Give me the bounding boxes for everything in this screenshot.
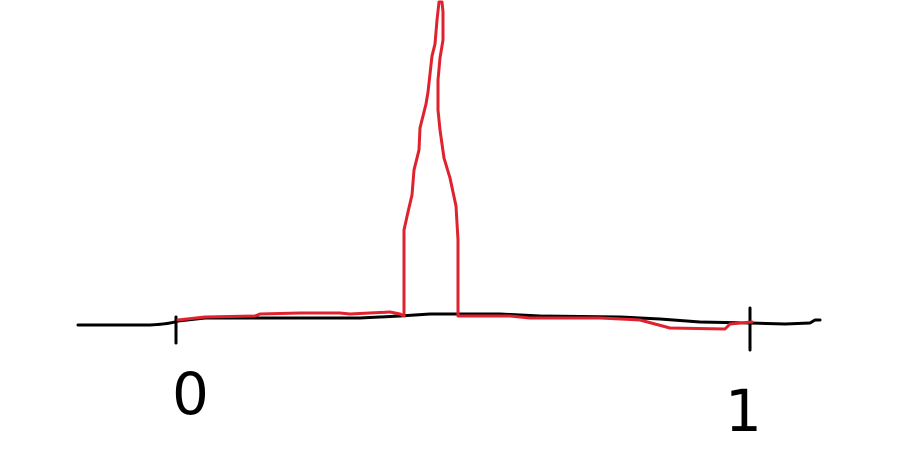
label-zero: 0: [172, 360, 209, 428]
label-one: 1: [725, 377, 762, 445]
density-curve: [176, 0, 754, 331]
